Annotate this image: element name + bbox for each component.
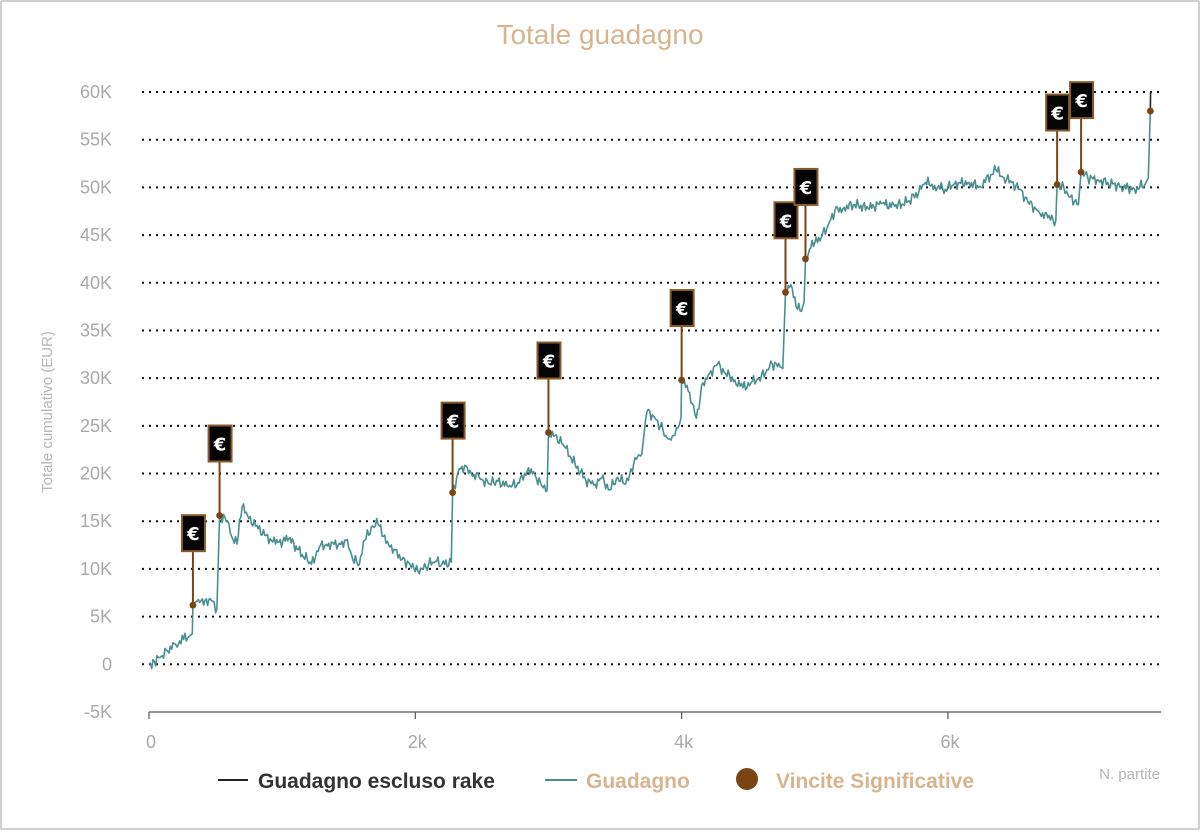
win-point [449,489,456,496]
y-tick-label: 15K [80,511,112,531]
y-tick-label: 50K [80,177,112,197]
win-marker: € [774,202,797,295]
series-line-guadagno [149,111,1150,668]
y-tick-label: 20K [80,464,112,484]
y-tick-label: 5K [90,607,112,627]
euro-icon: € [1074,91,1088,112]
y-tick-label: 60K [80,82,112,102]
euro-icon: € [779,211,793,232]
win-marker: € [442,403,465,496]
win-marker: € [1070,82,1093,175]
y-tick-label: 30K [80,368,112,388]
win-marker: € [182,515,205,608]
win-marker [1147,108,1154,115]
legend-label-guadagno: Guadagno [586,770,690,793]
x-axis-title: N. partite [1099,766,1160,783]
win-marker: € [209,426,232,519]
legend: Guadagno escluso rake Guadagno Vincite S… [218,768,974,793]
win-point [216,512,223,519]
win-marker: € [671,290,694,383]
win-point [545,429,552,436]
legend-label-wins: Vincite Significative [776,770,974,793]
x-tick-label: 6k [940,732,960,752]
y-tick-label: 40K [80,273,112,293]
series-layer [149,92,1151,669]
euro-icon: € [1050,104,1064,125]
euro-icon: € [799,178,813,199]
y-tick-label: 25K [80,416,112,436]
win-point [678,377,685,384]
win-point [190,602,197,609]
x-axis: 0 2k 4k 6k [146,712,1161,752]
euro-icon: € [213,435,227,456]
win-point [1078,169,1085,176]
y-tick-label: 35K [80,320,112,340]
euro-icon: € [446,412,460,433]
y-axis-ticks: 60K 55K 50K 45K 40K 35K 30K 25K 20K 15K 10K 5K 0 -5K [80,82,112,722]
euro-icon: € [186,524,200,545]
euro-icon: € [675,299,689,320]
euro-icon: € [542,352,556,373]
win-marker: € [1046,95,1069,188]
win-point [802,256,809,263]
significant-wins-markers: € € € € € € € € € [182,82,1154,608]
x-tick-label: 4k [674,732,694,752]
x-tick-label: 2k [408,732,428,752]
y-tick-label: -5K [84,702,112,722]
win-point [1054,181,1061,188]
y-tick-label: 0 [102,654,112,674]
y-tick-label: 10K [80,559,112,579]
win-point [782,289,789,296]
y-tick-label: 45K [80,225,112,245]
legend-label-no-rake: Guadagno escluso rake [258,770,495,793]
win-point [1147,108,1154,115]
legend-swatch-wins [736,768,758,790]
win-marker: € [537,343,560,436]
x-tick-label: 0 [146,732,156,752]
y-axis-title: Totale cumulativo (EUR) [39,331,56,493]
y-tick-label: 55K [80,130,112,150]
chart-title: Totale guadagno [496,19,703,50]
